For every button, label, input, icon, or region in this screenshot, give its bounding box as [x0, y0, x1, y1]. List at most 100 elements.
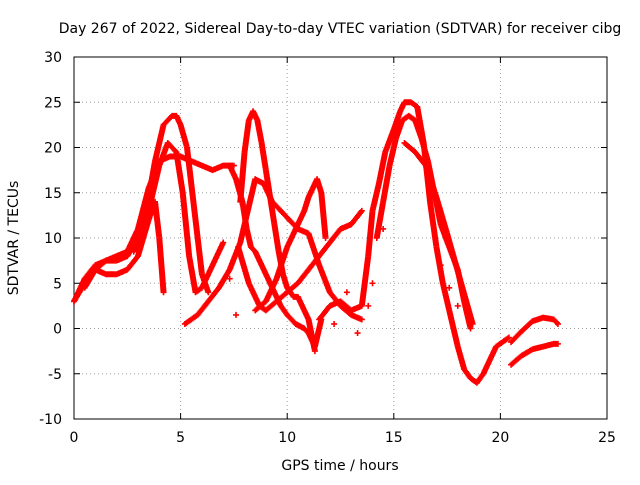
data-point-arc-10 [480, 358, 493, 377]
data-point-arc-10 [407, 99, 419, 109]
data-point-scatter-1 [226, 275, 233, 282]
data-point-arc-12 [463, 298, 476, 326]
data-point-arc-12 [444, 230, 457, 258]
data-point-arc-11 [380, 164, 393, 205]
y-tick-label: -5 [48, 367, 62, 383]
data-point-scatter-1 [365, 302, 372, 309]
data-point-arc-10 [461, 366, 473, 380]
data-point-arc-10 [382, 127, 397, 156]
data-point-arc-4 [156, 141, 171, 169]
data-point-arc-12 [433, 194, 450, 235]
data-point-scatter-1 [446, 284, 453, 291]
data-point-arc-5 [337, 302, 353, 317]
y-axis-label: SDTVAR / TECUs [6, 181, 22, 296]
data-point-arc-5 [316, 262, 333, 294]
data-point-scatter-1 [343, 289, 350, 296]
data-point-arc-8 [262, 299, 279, 314]
data-point-arc-1 [160, 289, 167, 296]
data-point-arc-6 [226, 162, 239, 181]
data-point-scatter-1 [437, 262, 444, 269]
y-tick-label: 10 [44, 231, 62, 247]
data-point-scatter-1 [233, 311, 240, 318]
data-point-arc-10 [390, 109, 403, 133]
y-tick-label: 25 [44, 95, 62, 111]
data-point-scatter-1 [380, 225, 387, 232]
y-tick-label: 0 [53, 322, 62, 338]
data-point-arc-6 [301, 325, 311, 335]
data-point-scatter-1 [369, 280, 376, 287]
x-tick-label: 5 [176, 430, 185, 446]
data-point-arc-11 [467, 325, 474, 332]
data-point-arc-10 [365, 209, 376, 260]
y-tick-label: 5 [53, 276, 62, 292]
x-tick-label: 15 [385, 430, 403, 446]
plot-frame [73, 56, 608, 420]
data-point-arc-11 [412, 117, 424, 140]
data-point-arc-7 [262, 167, 273, 199]
data-point-arc-10 [375, 150, 388, 187]
data-point-arc-3 [145, 159, 158, 201]
data-point-arc-5 [358, 316, 365, 323]
data-point-arc-3 [177, 121, 190, 149]
data-point-arc-10 [493, 339, 505, 350]
data-point-arc-8 [358, 207, 365, 214]
y-tick-label: 30 [44, 50, 62, 66]
x-axis-label: GPS time / hours [281, 458, 398, 474]
data-point-arc-4 [209, 240, 226, 269]
data-point-arc-8 [294, 267, 311, 287]
data-point-arc-14 [550, 316, 560, 326]
data-point-arc-7 [237, 150, 248, 205]
axis-ticks: 0 5 10 15 20 25 -10 -5 0 5 10 15 20 25 30 [39, 50, 616, 446]
data-point-scatter-1 [331, 320, 338, 327]
x-tick-label: 10 [278, 430, 296, 446]
data-point-arc-6 [247, 244, 258, 254]
data-point-arc-3 [205, 289, 212, 296]
data-point-arc-10 [358, 254, 372, 309]
x-tick-label: 0 [70, 430, 79, 446]
data-point-arc-2 [71, 277, 87, 305]
data-point-arc-4 [173, 149, 186, 195]
data-point-arc-11 [373, 200, 386, 241]
data-point-arc-11 [392, 118, 405, 142]
data-point-arc-5 [277, 207, 292, 222]
data-point-arc-7 [311, 348, 318, 355]
data-point-arc-13 [554, 340, 561, 347]
data-point-arc-7 [254, 117, 265, 145]
data-point-arc-4 [220, 239, 227, 246]
data-point-arc-9 [252, 299, 268, 314]
data-point-arc-9 [294, 209, 307, 228]
data-point-arc-8 [348, 209, 364, 228]
data-point-arc-8 [235, 244, 252, 285]
data-point-arc-9 [322, 235, 329, 241]
x-tick-label: 25 [598, 430, 616, 446]
data-point-arc-6 [252, 248, 264, 267]
data-point-arc-10 [473, 372, 486, 386]
data-point-arc-8 [284, 281, 300, 296]
data-point-arc-4 [192, 285, 204, 296]
data-point-scatter-1 [454, 302, 461, 309]
data-point-arc-2 [81, 263, 98, 282]
data-point-arc-7 [305, 316, 318, 353]
data-point-arc-3 [160, 113, 175, 128]
data-point-arc-7 [241, 118, 252, 156]
data-point-arc-1 [152, 198, 163, 240]
chart-title: Day 267 of 2022, Sidereal Day-to-day VTE… [59, 21, 622, 37]
data-point-arc-11 [405, 112, 417, 123]
data-point-arc-7 [267, 194, 278, 226]
data-point-arc-9 [262, 277, 279, 305]
data-point-arc-10 [499, 335, 511, 346]
data-point-arc-14 [518, 319, 535, 335]
data-point-arc-12 [412, 149, 428, 168]
data-point-arc-14 [554, 320, 561, 327]
data-point-arc-3 [190, 198, 205, 276]
data-point-arc-9 [284, 222, 301, 251]
data-point-arc-12 [469, 320, 476, 327]
data-point-arc-12 [450, 253, 463, 281]
data-point-arc-8 [273, 290, 290, 305]
data-point-arc-9 [273, 245, 290, 282]
data-point-arc-8 [245, 280, 262, 308]
data-point-arc-3 [81, 267, 98, 291]
data-point-arc-7 [258, 139, 269, 172]
data-point-arc-8 [316, 240, 332, 260]
data-point-arc-7 [271, 221, 282, 254]
